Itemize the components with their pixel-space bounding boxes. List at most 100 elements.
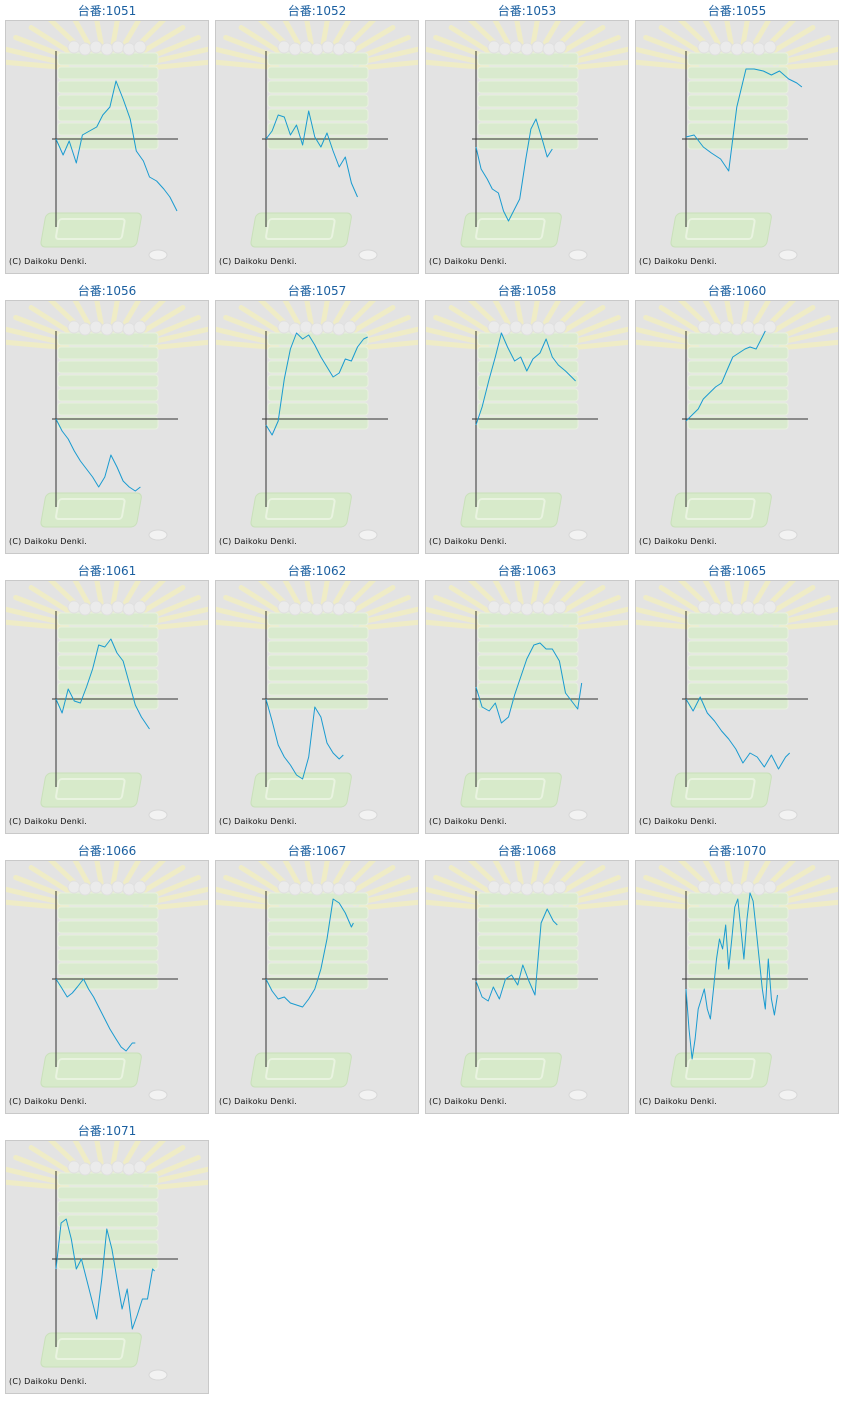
chart-svg bbox=[216, 21, 418, 261]
copyright-text: (C) Daikoku Denki. bbox=[9, 1097, 88, 1106]
copyright-text: (C) Daikoku Denki. bbox=[429, 257, 508, 266]
chart-panel: (C) Daikoku Denki. bbox=[425, 580, 629, 834]
copyright-text: (C) Daikoku Denki. bbox=[9, 257, 88, 266]
chart-svg bbox=[426, 581, 628, 821]
machine-chart-card: 台番:1071 (C) Daikoku Denki. bbox=[5, 1120, 209, 1396]
background-artwork bbox=[636, 301, 838, 541]
machine-chart-card: 台番:1051 (C) Daikoku Denki. bbox=[5, 0, 209, 276]
series-line bbox=[55, 638, 150, 730]
chart-panel: (C) Daikoku Denki. bbox=[635, 580, 839, 834]
machine-number-title[interactable]: 台番:1071 bbox=[77, 1124, 137, 1138]
chart-svg bbox=[636, 21, 838, 261]
background-artwork bbox=[6, 1141, 208, 1381]
series-line bbox=[685, 68, 803, 172]
machine-chart-card: 台番:1070 (C) Daikoku Denki. bbox=[635, 840, 839, 1116]
copyright-text: (C) Daikoku Denki. bbox=[9, 1377, 88, 1386]
chart-svg bbox=[636, 861, 838, 1101]
background-artwork bbox=[216, 301, 418, 541]
series-line bbox=[475, 908, 558, 1002]
chart-svg bbox=[216, 581, 418, 821]
chart-svg bbox=[6, 861, 208, 1101]
copyright-text: (C) Daikoku Denki. bbox=[429, 817, 508, 826]
machine-number-title[interactable]: 台番:1056 bbox=[77, 284, 137, 298]
chart-panel: (C) Daikoku Denki. bbox=[215, 860, 419, 1114]
series-line bbox=[55, 80, 178, 212]
chart-svg bbox=[426, 301, 628, 541]
machine-number-title[interactable]: 台番:1061 bbox=[77, 564, 137, 578]
series-line bbox=[265, 332, 368, 436]
background-artwork bbox=[636, 861, 838, 1101]
background-artwork bbox=[636, 21, 838, 261]
copyright-text: (C) Daikoku Denki. bbox=[219, 817, 298, 826]
series-line bbox=[55, 418, 141, 492]
machine-chart-card: 台番:1052 (C) Daikoku Denki. bbox=[215, 0, 419, 276]
background-artwork bbox=[426, 301, 628, 541]
copyright-text: (C) Daikoku Denki. bbox=[429, 537, 508, 546]
chart-svg bbox=[6, 581, 208, 821]
copyright-text: (C) Daikoku Denki. bbox=[429, 1097, 508, 1106]
copyright-text: (C) Daikoku Denki. bbox=[639, 817, 718, 826]
series-line bbox=[685, 892, 778, 1060]
chart-panel: (C) Daikoku Denki. bbox=[5, 860, 209, 1114]
machine-number-title[interactable]: 台番:1052 bbox=[287, 4, 347, 18]
chart-panel: (C) Daikoku Denki. bbox=[5, 1140, 209, 1394]
machine-chart-card: 台番:1067 (C) Daikoku Denki. bbox=[215, 840, 419, 1116]
chart-svg bbox=[216, 861, 418, 1101]
machine-chart-card: 台番:1066 (C) Daikoku Denki. bbox=[5, 840, 209, 1116]
chart-panel: (C) Daikoku Denki. bbox=[5, 580, 209, 834]
chart-panel: (C) Daikoku Denki. bbox=[635, 860, 839, 1114]
machine-number-title[interactable]: 台番:1065 bbox=[707, 564, 767, 578]
background-artwork bbox=[426, 861, 628, 1101]
chart-svg bbox=[6, 301, 208, 541]
machine-chart-card: 台番:1056 (C) Daikoku Denki. bbox=[5, 280, 209, 556]
chart-panel: (C) Daikoku Denki. bbox=[425, 300, 629, 554]
machine-chart-card: 台番:1062 (C) Daikoku Denki. bbox=[215, 560, 419, 836]
machine-number-title[interactable]: 台番:1060 bbox=[707, 284, 767, 298]
chart-panel: (C) Daikoku Denki. bbox=[425, 20, 629, 274]
machine-number-title[interactable]: 台番:1057 bbox=[287, 284, 347, 298]
series-line bbox=[475, 332, 576, 426]
machine-number-title[interactable]: 台番:1062 bbox=[287, 564, 347, 578]
machine-number-title[interactable]: 台番:1067 bbox=[287, 844, 347, 858]
machine-number-title[interactable]: 台番:1053 bbox=[497, 4, 557, 18]
background-artwork bbox=[216, 581, 418, 821]
machine-number-title[interactable]: 台番:1063 bbox=[497, 564, 557, 578]
machine-number-title[interactable]: 台番:1055 bbox=[707, 4, 767, 18]
machine-number-title[interactable]: 台番:1058 bbox=[497, 284, 557, 298]
machine-chart-card: 台番:1065 (C) Daikoku Denki. bbox=[635, 560, 839, 836]
series-line bbox=[685, 330, 766, 422]
background-artwork bbox=[6, 21, 208, 261]
machine-chart-card: 台番:1061 (C) Daikoku Denki. bbox=[5, 560, 209, 836]
machine-chart-card: 台番:1058 (C) Daikoku Denki. bbox=[425, 280, 629, 556]
chart-panel: (C) Daikoku Denki. bbox=[5, 20, 209, 274]
background-artwork bbox=[426, 21, 628, 261]
chart-panel: (C) Daikoku Denki. bbox=[635, 300, 839, 554]
background-artwork bbox=[216, 861, 418, 1101]
chart-panel: (C) Daikoku Denki. bbox=[635, 20, 839, 274]
series-line bbox=[475, 118, 553, 222]
machine-chart-card: 台番:1060 (C) Daikoku Denki. bbox=[635, 280, 839, 556]
machine-number-title[interactable]: 台番:1070 bbox=[707, 844, 767, 858]
copyright-text: (C) Daikoku Denki. bbox=[9, 817, 88, 826]
chart-panel: (C) Daikoku Denki. bbox=[215, 20, 419, 274]
background-artwork bbox=[636, 581, 838, 821]
background-artwork bbox=[6, 861, 208, 1101]
series-line bbox=[475, 642, 583, 724]
machine-chart-card: 台番:1068 (C) Daikoku Denki. bbox=[425, 840, 629, 1116]
machine-number-title[interactable]: 台番:1051 bbox=[77, 4, 137, 18]
chart-svg bbox=[216, 301, 418, 541]
background-artwork bbox=[6, 301, 208, 541]
background-artwork bbox=[426, 581, 628, 821]
copyright-text: (C) Daikoku Denki. bbox=[219, 1097, 298, 1106]
chart-panel: (C) Daikoku Denki. bbox=[5, 300, 209, 554]
machine-number-title[interactable]: 台番:1066 bbox=[77, 844, 137, 858]
machine-number-title[interactable]: 台番:1068 bbox=[497, 844, 557, 858]
chart-svg bbox=[6, 1141, 208, 1381]
series-line bbox=[55, 1218, 155, 1330]
series-line bbox=[685, 696, 791, 770]
machine-chart-card: 台番:1055 (C) Daikoku Denki. bbox=[635, 0, 839, 276]
copyright-text: (C) Daikoku Denki. bbox=[9, 537, 88, 546]
chart-panel: (C) Daikoku Denki. bbox=[425, 860, 629, 1114]
machine-chart-card: 台番:1063 (C) Daikoku Denki. bbox=[425, 560, 629, 836]
